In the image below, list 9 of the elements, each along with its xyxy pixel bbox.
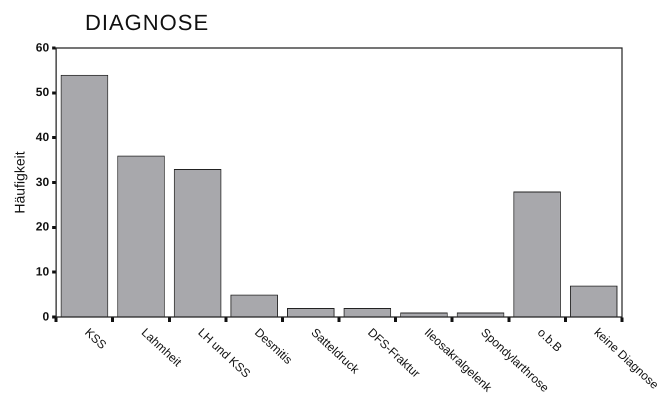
y-tick-label: 0 bbox=[42, 309, 50, 324]
y-tick-label: 60 bbox=[36, 40, 50, 54]
y-tick-label: 10 bbox=[36, 264, 50, 278]
chart-title: DIAGNOSE bbox=[85, 10, 210, 36]
y-tick-label: 40 bbox=[36, 130, 50, 144]
y-tick-label: 20 bbox=[36, 220, 50, 234]
y-axis-title: Häufigkeit bbox=[11, 151, 28, 214]
y-tick-label: 50 bbox=[36, 85, 50, 100]
y-tick-label: 30 bbox=[36, 174, 50, 189]
